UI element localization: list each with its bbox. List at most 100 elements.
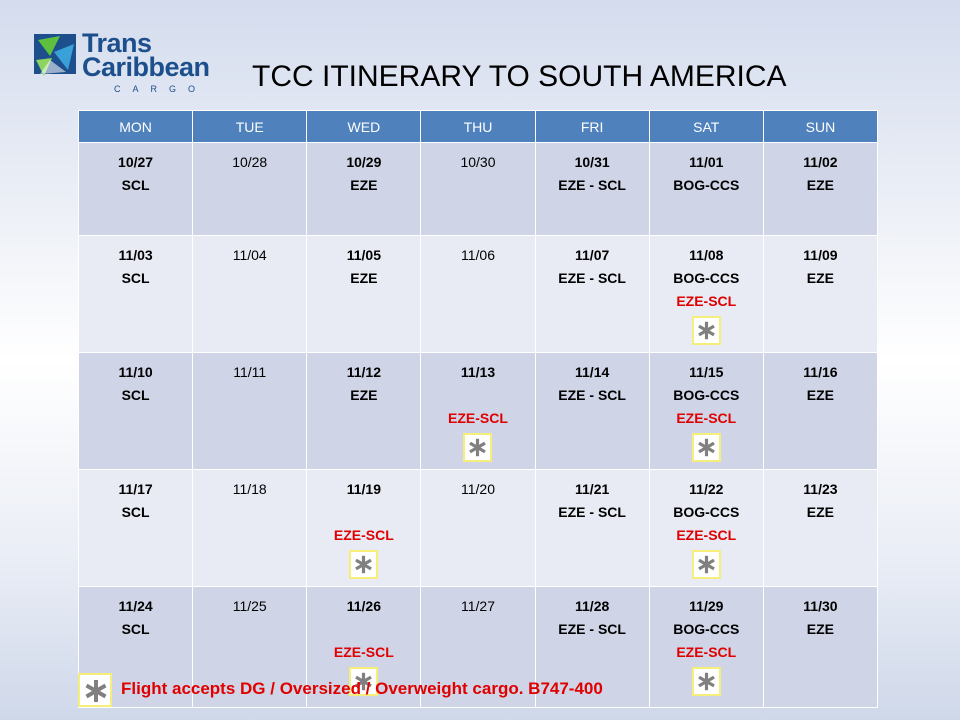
day-date: 11/17 [118, 481, 153, 497]
day-route: EZE - SCL [558, 387, 626, 403]
calendar-week-row: 11/24 SCL 11/25 11/26 EZE-SCL 11/27 11/28 EZE -… [77, 586, 879, 708]
day-route [423, 384, 532, 407]
day-date: 11/24 [118, 598, 153, 614]
calendar-day-cell: 10/31 EZE - SCL [534, 142, 650, 236]
day-route: BOG-CCS [673, 504, 740, 520]
legend: Flight accepts DG / Oversized / Overweig… [78, 673, 778, 707]
logo-text-line1: Trans [82, 28, 152, 58]
asterisk-icon [463, 433, 493, 462]
legend-text: Flight accepts DG / Oversized / Overweig… [121, 679, 603, 698]
day-route: EZE [806, 504, 835, 520]
calendar-day-cell: 11/08 BOG-CCS EZE-SCL [648, 235, 764, 353]
calendar-day-cell: 11/13 EZE-SCL [420, 352, 536, 470]
day-header: WED [306, 110, 422, 143]
dg-route: EZE-SCL [448, 410, 508, 426]
day-route: SCL [121, 177, 150, 193]
calendar-day-cell: 11/20 [420, 469, 536, 587]
company-logo: Trans Caribbean CARGO [30, 28, 230, 100]
logo-text-line2: Caribbean [82, 52, 210, 82]
calendar-week-row: 11/10 SCL 11/11 11/12 EZE 11/13 EZE-SCL 11/14 EZ… [77, 352, 879, 470]
day-date: 11/13 [460, 364, 496, 380]
calendar-day-cell: 11/15 BOG-CCS EZE-SCL [648, 352, 764, 470]
day-date: 10/28 [232, 154, 268, 170]
calendar-day-cell: 11/16 EZE [762, 352, 879, 470]
day-route: SCL [121, 270, 150, 286]
calendar-day-cell: 11/19 EZE-SCL [306, 469, 422, 587]
day-route: EZE - SCL [558, 504, 626, 520]
day-route [309, 618, 418, 641]
day-date: 11/09 [803, 247, 838, 263]
day-header: MON [77, 110, 194, 143]
day-route: BOG-CCS [673, 387, 740, 403]
day-date: 11/25 [232, 598, 267, 614]
day-date: 11/10 [118, 364, 153, 380]
calendar-week-row: 11/03 SCL 11/04 11/05 EZE 11/06 11/07 EZE - SCL… [77, 235, 879, 353]
calendar-day-cell: 11/12 EZE [306, 352, 422, 470]
day-date: 11/08 [689, 247, 724, 263]
day-date: 11/03 [118, 247, 153, 263]
day-header: TUE [192, 110, 308, 143]
day-route: SCL [121, 387, 150, 403]
calendar-day-cell: 10/28 [192, 142, 308, 236]
calendar-day-cell: 10/27 SCL [77, 142, 194, 236]
calendar-day-cell: 11/03 SCL [77, 235, 194, 353]
day-date: 11/12 [346, 364, 381, 380]
day-route: EZE [350, 270, 378, 286]
itinerary-calendar: MON TUE WED THU FRI SAT SUN 10/27 SCL 10/2… [77, 110, 879, 708]
calendar-day-cell: 10/29 EZE [306, 142, 422, 236]
day-date: 10/27 [118, 154, 154, 170]
calendar-day-cell: 11/09 EZE [762, 235, 879, 353]
day-date: 11/02 [803, 154, 838, 170]
day-route: SCL [121, 504, 150, 520]
calendar-day-cell: 11/25 [192, 586, 308, 708]
logo-mark-icon [34, 34, 76, 76]
day-date: 11/18 [232, 481, 267, 497]
day-route: BOG-CCS [673, 177, 740, 193]
day-header: SUN [762, 110, 879, 143]
calendar-day-cell: 11/11 [192, 352, 308, 470]
calendar-week-row: 10/27 SCL 10/28 10/29 EZE 10/30 10/31 EZE - SCL… [77, 142, 879, 236]
day-route: EZE - SCL [558, 177, 626, 193]
asterisk-icon [349, 550, 379, 579]
calendar-week-row: 11/17 SCL 11/18 11/19 EZE-SCL 11/20 11/21 EZE -… [77, 469, 879, 587]
asterisk-icon [691, 316, 721, 345]
day-route: EZE - SCL [558, 621, 626, 637]
calendar-day-cell: 11/07 EZE - SCL [534, 235, 650, 353]
day-date: 11/28 [575, 598, 610, 614]
day-date: 11/21 [575, 481, 610, 497]
calendar-day-cell: 11/06 [420, 235, 536, 353]
day-route: EZE [806, 270, 835, 286]
calendar-day-cell: 11/29 BOG-CCS EZE-SCL [648, 586, 764, 708]
day-date: 11/22 [689, 481, 724, 497]
day-route: EZE [350, 177, 378, 193]
asterisk-icon [691, 667, 721, 696]
day-date: 11/06 [460, 247, 495, 263]
day-date: 11/27 [460, 598, 495, 614]
day-date: 11/05 [346, 247, 381, 263]
day-route: BOG-CCS [673, 621, 740, 637]
dg-route: EZE-SCL [676, 527, 737, 543]
dg-route: EZE-SCL [333, 527, 394, 543]
day-date: 10/30 [460, 154, 496, 170]
day-route: SCL [121, 621, 150, 637]
day-route: EZE [806, 387, 835, 403]
day-date: 11/04 [232, 247, 267, 263]
day-date: 11/15 [689, 364, 724, 380]
day-date: 11/30 [803, 598, 838, 614]
day-date: 11/11 [233, 364, 267, 380]
day-header: FRI [534, 110, 650, 143]
day-date: 11/26 [346, 598, 381, 614]
calendar-day-cell: 11/22 BOG-CCS EZE-SCL [648, 469, 764, 587]
day-route: EZE [806, 621, 835, 637]
calendar-day-cell: 11/26 EZE-SCL [306, 586, 422, 708]
asterisk-icon [691, 433, 721, 462]
asterisk-icon [78, 673, 112, 707]
day-date: 11/23 [803, 481, 838, 497]
calendar-day-cell: 11/28 EZE - SCL [534, 586, 650, 708]
calendar-day-cell: 11/05 EZE [306, 235, 422, 353]
calendar-day-cell: 11/01 BOG-CCS [648, 142, 764, 236]
day-route: EZE - SCL [558, 270, 626, 286]
day-route [309, 501, 418, 524]
calendar-day-cell: 11/17 SCL [77, 469, 194, 587]
dg-route: EZE-SCL [676, 644, 737, 660]
